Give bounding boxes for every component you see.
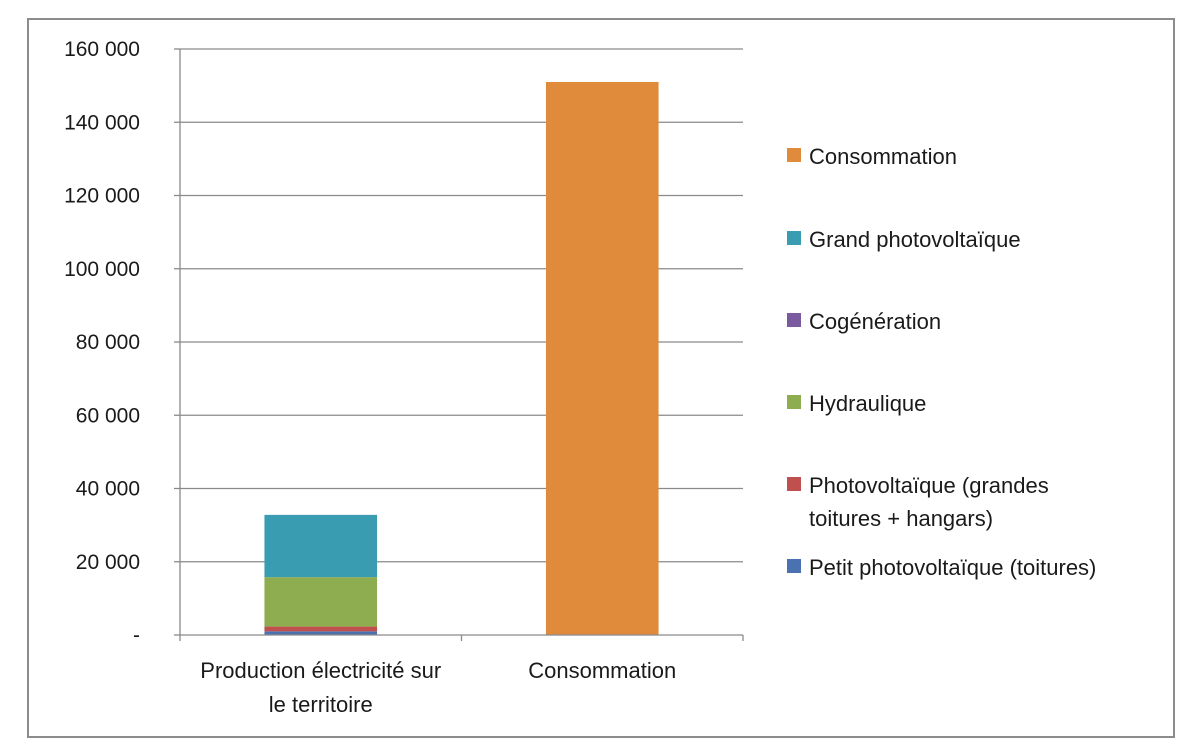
legend-label: Photovoltaïque (grandes toitures + hangar… (809, 473, 1049, 531)
y-tick-label: 20 000 (76, 551, 140, 574)
y-tick-label: 80 000 (76, 331, 140, 354)
y-tick-label: 160 000 (64, 38, 140, 61)
y-tick-label: 120 000 (64, 185, 140, 208)
y-tick-label: 60 000 (76, 404, 140, 427)
legend-label: Cogénération (809, 309, 941, 334)
axes (174, 48, 744, 641)
legend-label: Hydraulique (809, 391, 926, 416)
x-category-label: Production électricité sur le territoire (200, 658, 441, 717)
legend: Consommation Grand photovoltaïque Cogénéra… (787, 144, 1096, 580)
bar-segment (264, 514, 378, 578)
x-axis-category-labels: Production électricité sur le territoire C… (200, 658, 676, 717)
bar-segment (264, 631, 378, 635)
y-axis-tick-labels: - 20 000 40 000 60 000 80 000 100 000 120 000 1… (64, 38, 140, 647)
legend-swatch (787, 559, 801, 573)
bar-segment (264, 577, 378, 627)
bar-segment (545, 81, 659, 635)
bar-stacks (264, 81, 659, 635)
y-tick-label: 40 000 (76, 478, 140, 501)
y-tick-label: 100 000 (64, 258, 140, 281)
y-tick-label: 140 000 (64, 111, 140, 134)
legend-label: Consommation (809, 144, 957, 169)
x-category-label: Consommation (528, 658, 676, 683)
y-tick-label: - (133, 624, 140, 647)
legend-swatch (787, 313, 801, 327)
legend-swatch (787, 231, 801, 245)
legend-label: Grand photovoltaïque (809, 227, 1021, 252)
legend-swatch (787, 395, 801, 409)
legend-label: Petit photovoltaïque (toitures) (809, 555, 1096, 580)
legend-swatch (787, 148, 801, 162)
legend-swatch (787, 477, 801, 491)
bar-segment (264, 626, 378, 632)
